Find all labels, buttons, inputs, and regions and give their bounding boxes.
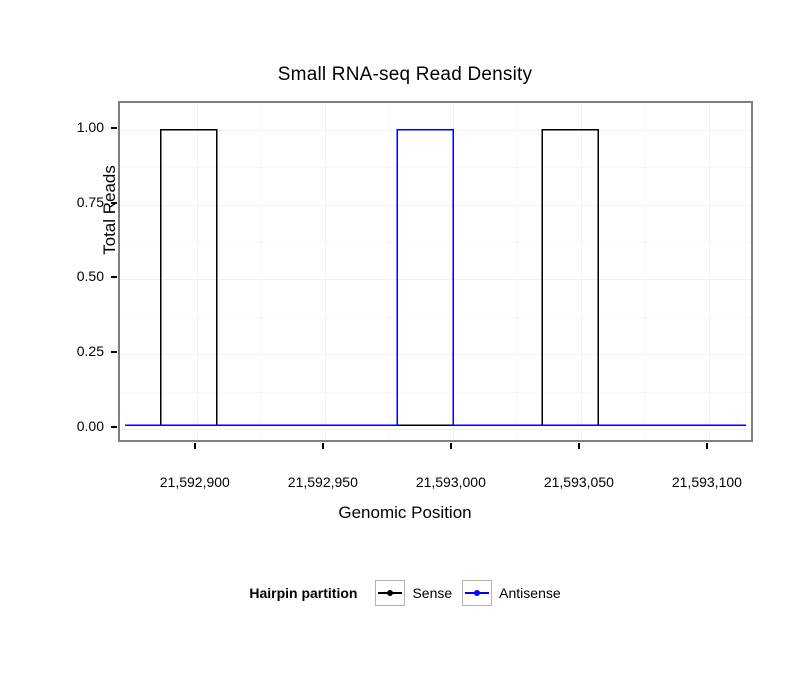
- legend: Hairpin partition Sense Antisense: [0, 580, 810, 606]
- x-axis-tick-label: 21,593,100: [671, 474, 742, 490]
- y-axis-title: Total Reads: [100, 165, 119, 255]
- gridline-horizontal: [120, 429, 751, 431]
- y-axis-tick-mark: [111, 126, 117, 129]
- y-axis-tick-label: 0.50: [76, 268, 104, 285]
- legend-item-sense[interactable]: Sense: [375, 580, 452, 606]
- legend-label-antisense: Antisense: [499, 585, 561, 601]
- series-line-antisense: [125, 128, 746, 427]
- x-axis-tick-mark: [449, 443, 452, 449]
- y-axis-tick-mark: [111, 201, 117, 204]
- plot-panel: [118, 101, 753, 442]
- gridline-horizontal: [120, 354, 751, 356]
- x-axis-tick-mark: [577, 443, 580, 449]
- gridline-horizontal-minor: [120, 167, 751, 169]
- page-title: Small RNA-seq Read Density: [277, 64, 533, 85]
- x-axis-tick-label: 21,592,950: [287, 474, 358, 490]
- series-layer: [125, 128, 746, 427]
- x-axis-tick-label: 21,593,050: [543, 474, 614, 490]
- y-axis-tick-label: 0.00: [76, 418, 104, 435]
- legend-title: Hairpin partition: [249, 585, 358, 601]
- x-axis-title: Genomic Position: [338, 503, 472, 522]
- y-axis-tick-label: 0.25: [76, 343, 104, 360]
- x-axis-tick-mark: [705, 443, 708, 449]
- y-axis-tick-label: 0.75: [76, 193, 104, 210]
- gridline-horizontal-minor: [120, 391, 751, 393]
- gridline-horizontal-minor: [120, 242, 751, 244]
- gridline-vertical-minor: [644, 103, 646, 440]
- gridline-vertical: [708, 103, 710, 440]
- x-axis-tick-label: 21,593,000: [415, 474, 486, 490]
- gridline-vertical: [324, 103, 326, 440]
- y-axis-tick-label: 1.00: [76, 118, 104, 135]
- x-axis-tick-label: 21,592,900: [159, 474, 230, 490]
- gridline-horizontal-minor: [120, 316, 751, 318]
- gridline-vertical-minor: [388, 103, 390, 440]
- gridline-horizontal: [120, 279, 751, 281]
- legend-key-antisense: [462, 580, 493, 606]
- x-axis-tick-mark: [193, 443, 196, 449]
- gridline-vertical-minor: [516, 103, 518, 440]
- y-axis-tick-mark: [111, 426, 117, 429]
- y-axis-tick-mark: [111, 351, 117, 354]
- x-axis-tick-mark: [321, 443, 324, 449]
- plot-area: [120, 103, 751, 440]
- gridline-horizontal: [120, 129, 751, 131]
- series-line-sense: [125, 128, 746, 427]
- legend-key-sense: [375, 580, 406, 606]
- gridline-horizontal: [120, 204, 751, 206]
- gridline-vertical: [580, 103, 582, 440]
- legend-point-glyph: [474, 590, 481, 596]
- legend-item-antisense[interactable]: Antisense: [462, 580, 561, 606]
- legend-point-glyph: [387, 590, 394, 596]
- legend-label-sense: Sense: [412, 585, 453, 601]
- y-axis-tick-mark: [111, 276, 117, 279]
- gridline-vertical-minor: [260, 103, 262, 440]
- gridline-vertical: [196, 103, 198, 440]
